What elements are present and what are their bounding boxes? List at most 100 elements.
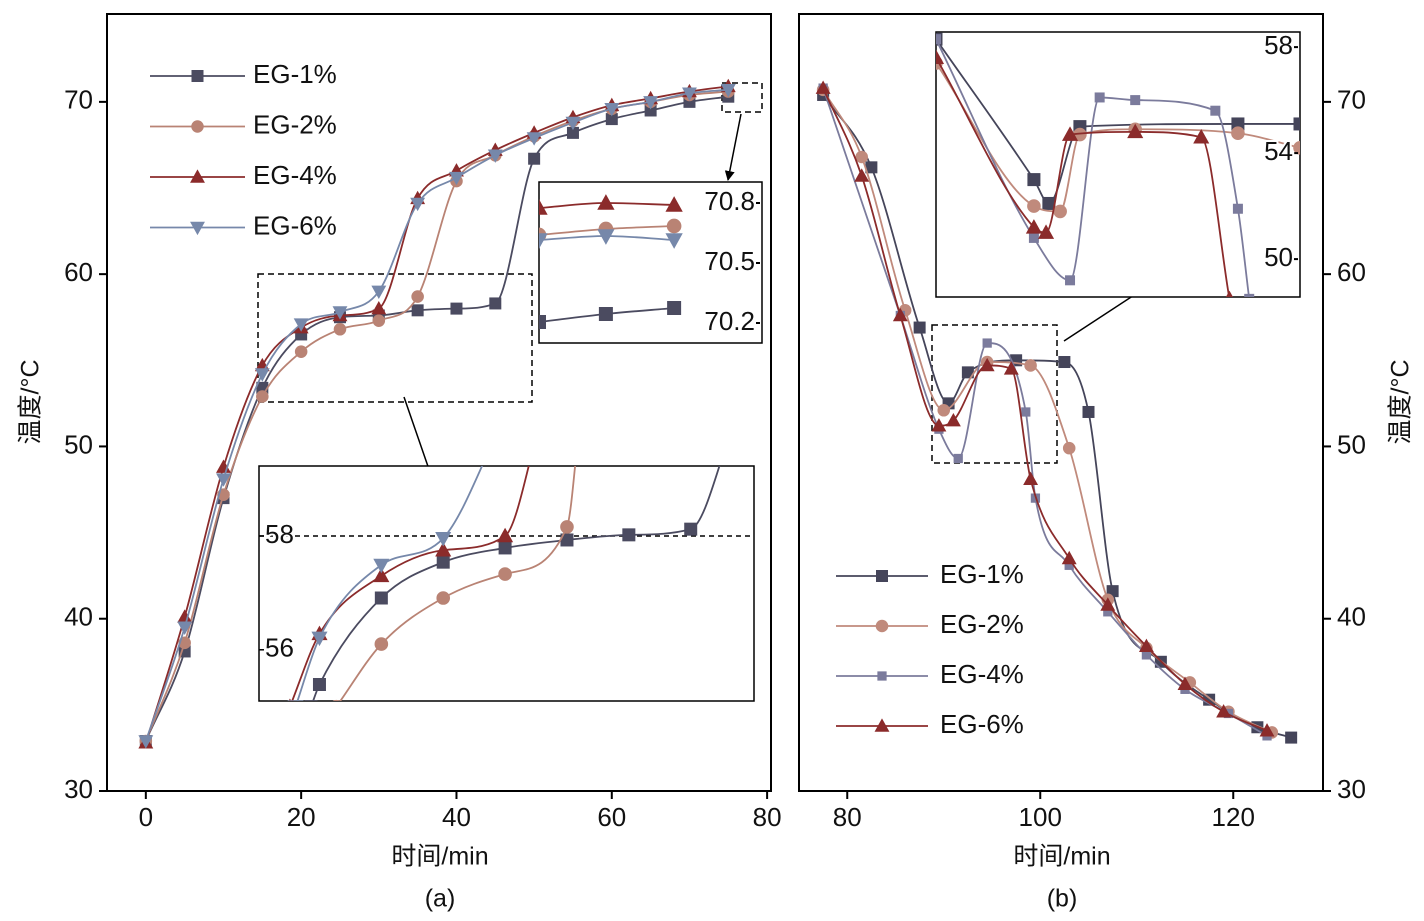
marker — [667, 301, 682, 315]
x-tick-label: 0 — [139, 802, 153, 832]
marker — [1293, 117, 1300, 131]
marker — [449, 171, 464, 186]
legend-label: EG-4% — [253, 160, 337, 190]
marker — [854, 168, 870, 182]
marker — [1259, 723, 1275, 737]
marker — [936, 34, 941, 45]
x-tick-label: 80 — [753, 802, 782, 832]
marker — [665, 196, 683, 212]
marker — [1024, 359, 1037, 372]
marker — [294, 345, 308, 358]
marker — [865, 161, 878, 174]
y-tick-label: 40 — [1337, 602, 1366, 632]
legend-marker — [876, 570, 888, 582]
x-tick-label: 100 — [1019, 802, 1062, 832]
marker — [177, 621, 193, 635]
plot-frame — [798, 13, 1324, 792]
x-axis-label: 时间/min — [1013, 843, 1110, 871]
marker — [815, 80, 831, 94]
marker — [1053, 204, 1067, 219]
marker — [539, 315, 546, 329]
y-tick-label: 70.8 — [704, 186, 755, 216]
marker — [982, 338, 992, 348]
y-tick-label: 56 — [265, 633, 294, 663]
legend-marker — [191, 70, 204, 82]
marker — [498, 567, 512, 581]
marker — [937, 403, 951, 417]
caption: (a) — [425, 885, 456, 913]
marker — [293, 318, 309, 332]
y-tick-label: 50 — [1264, 242, 1293, 272]
y-tick-label: 70.2 — [704, 306, 755, 336]
legend-marker — [877, 671, 887, 681]
y-tick-label: 30 — [64, 774, 93, 804]
legend-label: EG-2% — [940, 609, 1024, 639]
marker — [411, 304, 424, 317]
marker — [597, 194, 615, 210]
x-tick-label: 20 — [287, 802, 316, 832]
marker — [597, 229, 615, 245]
x-tick-label: 120 — [1212, 802, 1255, 832]
x-tick-label: 40 — [442, 802, 471, 832]
marker — [533, 415, 547, 428]
marker — [287, 700, 304, 701]
legend-label: EG-4% — [940, 659, 1024, 689]
marker — [1061, 126, 1079, 141]
marker — [435, 532, 452, 547]
marker — [498, 541, 512, 555]
marker — [1027, 199, 1041, 213]
plot-area — [138, 78, 736, 749]
marker — [436, 591, 451, 605]
y-tick-label: 54 — [1264, 136, 1293, 166]
series-line — [822, 87, 1268, 737]
y-tick-label: 70.5 — [704, 246, 755, 276]
marker — [487, 149, 503, 163]
marker — [256, 390, 269, 403]
marker — [311, 631, 328, 647]
marker — [1285, 731, 1298, 744]
marker — [1232, 203, 1243, 214]
marker — [371, 285, 387, 300]
y-tick-label: 70 — [64, 85, 93, 115]
marker — [565, 116, 581, 131]
marker — [1037, 224, 1055, 239]
marker — [1021, 407, 1031, 417]
inset-frame — [935, 31, 1301, 298]
marker — [604, 102, 620, 117]
legend-marker — [874, 718, 890, 732]
marker — [216, 473, 231, 487]
marker — [643, 96, 659, 110]
marker — [539, 199, 548, 215]
marker — [1138, 638, 1154, 653]
marker — [560, 520, 574, 534]
marker — [374, 591, 388, 605]
marker — [372, 314, 386, 327]
plot-area — [936, 32, 1300, 297]
marker — [528, 152, 541, 165]
marker — [665, 233, 683, 249]
caption: (b) — [1047, 885, 1078, 913]
marker — [495, 416, 509, 429]
marker — [333, 323, 347, 336]
marker — [1130, 95, 1141, 106]
marker — [374, 637, 389, 651]
legend-label: EG-1% — [940, 559, 1024, 589]
zoom-arrow — [724, 113, 742, 181]
y-tick-label: 50 — [64, 429, 93, 459]
marker — [1216, 704, 1232, 718]
marker — [411, 290, 424, 303]
marker — [573, 416, 586, 429]
marker — [953, 453, 963, 464]
plot-frame — [106, 13, 772, 792]
marker — [1094, 92, 1105, 103]
marker — [622, 528, 636, 542]
zoom-arrow — [403, 396, 434, 479]
legend-marker — [190, 221, 205, 236]
marker — [1003, 361, 1019, 375]
marker — [1028, 232, 1039, 243]
marker — [373, 567, 390, 583]
marker — [1061, 550, 1077, 565]
marker — [945, 412, 961, 427]
marker — [254, 368, 270, 382]
y-tick-label: 58 — [1264, 30, 1293, 60]
